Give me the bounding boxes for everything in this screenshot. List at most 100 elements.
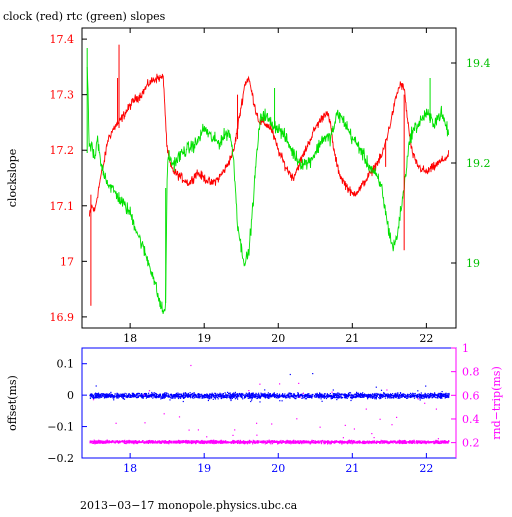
- scatter-outlier: [220, 396, 223, 398]
- scatter-point: [374, 392, 376, 395]
- scatter-point: [211, 441, 213, 443]
- scatter-point: [327, 394, 329, 396]
- scatter-outlier: [380, 389, 383, 391]
- scatter-point: [370, 397, 372, 399]
- scatter-point: [448, 441, 450, 443]
- scatter-point: [210, 394, 212, 396]
- scatter-point: [351, 441, 354, 443]
- scatter-point: [124, 439, 126, 441]
- scatter-point: [175, 396, 177, 398]
- scatter-point: [420, 442, 422, 444]
- scatter-point: [436, 442, 438, 444]
- scatter-point: [390, 394, 392, 396]
- scatter-point: [355, 442, 357, 444]
- scatter-point: [423, 394, 425, 396]
- scatter-point: [151, 393, 153, 396]
- scatter-outlier: [299, 396, 301, 398]
- scatter-point: [217, 398, 219, 400]
- scatter-point: [368, 394, 370, 396]
- scatter-point: [141, 395, 143, 397]
- scatter-point: [98, 442, 100, 444]
- scatter-point: [275, 395, 277, 397]
- scatter-point: [189, 442, 191, 444]
- scatter-point: [120, 395, 122, 397]
- scatter-point: [171, 442, 173, 444]
- scatter-point: [156, 395, 158, 398]
- scatter-point: [153, 394, 155, 396]
- scatter-point: [411, 394, 413, 396]
- scatter-point: [351, 439, 353, 441]
- scatter-point: [314, 442, 316, 444]
- scatter-point: [211, 393, 213, 395]
- bottom-x-tick-label: 18: [123, 462, 137, 475]
- scatter-point: [405, 395, 407, 397]
- scatter-point: [359, 395, 361, 397]
- scatter-point: [247, 397, 249, 399]
- scatter-point: [179, 442, 181, 444]
- scatter-point: [268, 442, 271, 444]
- scatter-point: [268, 440, 270, 442]
- scatter-point: [268, 439, 270, 441]
- scatter-point: [287, 395, 289, 397]
- scatter-point: [221, 442, 223, 444]
- scatter-point: [422, 395, 424, 397]
- scatter-point: [311, 395, 313, 397]
- scatter-point: [387, 395, 389, 397]
- scatter-point: [212, 395, 214, 397]
- scatter-point: [91, 441, 93, 443]
- scatter-point: [133, 443, 135, 445]
- scatter-point: [150, 441, 152, 443]
- scatter-point: [172, 394, 174, 396]
- scatter-point: [219, 441, 221, 444]
- scatter-point: [206, 394, 208, 396]
- scatter-point: [298, 395, 300, 397]
- scatter-point: [188, 441, 190, 443]
- scatter-point: [336, 393, 338, 395]
- scatter-point: [372, 395, 374, 397]
- scatter-point: [312, 393, 314, 396]
- scatter-outlier: [160, 398, 162, 400]
- scatter-point: [165, 395, 167, 397]
- scatter-point: [194, 397, 196, 399]
- scatter-point: [231, 397, 233, 399]
- scatter-point: [240, 394, 242, 396]
- scatter-point: [122, 393, 124, 395]
- scatter-point: [150, 394, 153, 396]
- scatter-point: [251, 441, 253, 443]
- scatter-point: [196, 441, 198, 443]
- scatter-point: [227, 442, 229, 444]
- scatter-point: [221, 441, 223, 443]
- scatter-point: [202, 397, 204, 399]
- scatter-point: [270, 443, 272, 445]
- series-line-clock: [88, 73, 450, 217]
- scatter-point: [406, 395, 408, 397]
- scatter-point: [106, 395, 108, 397]
- scatter-point: [218, 394, 220, 396]
- scatter-point: [381, 394, 383, 396]
- scatter-point: [388, 395, 390, 397]
- scatter-point: [230, 393, 232, 395]
- scatter-point: [315, 394, 317, 396]
- scatter-point: [330, 441, 332, 443]
- scatter-point: [248, 441, 250, 443]
- scatter-outlier: [256, 422, 258, 424]
- scatter-point: [179, 393, 181, 395]
- scatter-point: [347, 440, 349, 442]
- scatter-point: [306, 393, 309, 395]
- scatter-point: [132, 396, 134, 398]
- scatter-point: [345, 394, 347, 396]
- scatter-point: [387, 443, 389, 445]
- scatter-point: [317, 394, 319, 396]
- scatter-point: [275, 440, 277, 442]
- scatter-point: [348, 440, 350, 442]
- scatter-point: [182, 440, 185, 442]
- scatter-point: [161, 395, 163, 397]
- scatter-point: [446, 442, 448, 444]
- scatter-point: [255, 441, 257, 443]
- scatter-point: [199, 395, 201, 397]
- scatter-point: [254, 442, 256, 444]
- scatter-point: [429, 396, 432, 398]
- scatter-point: [153, 396, 155, 398]
- scatter-point: [130, 441, 132, 443]
- scatter-point: [98, 439, 100, 441]
